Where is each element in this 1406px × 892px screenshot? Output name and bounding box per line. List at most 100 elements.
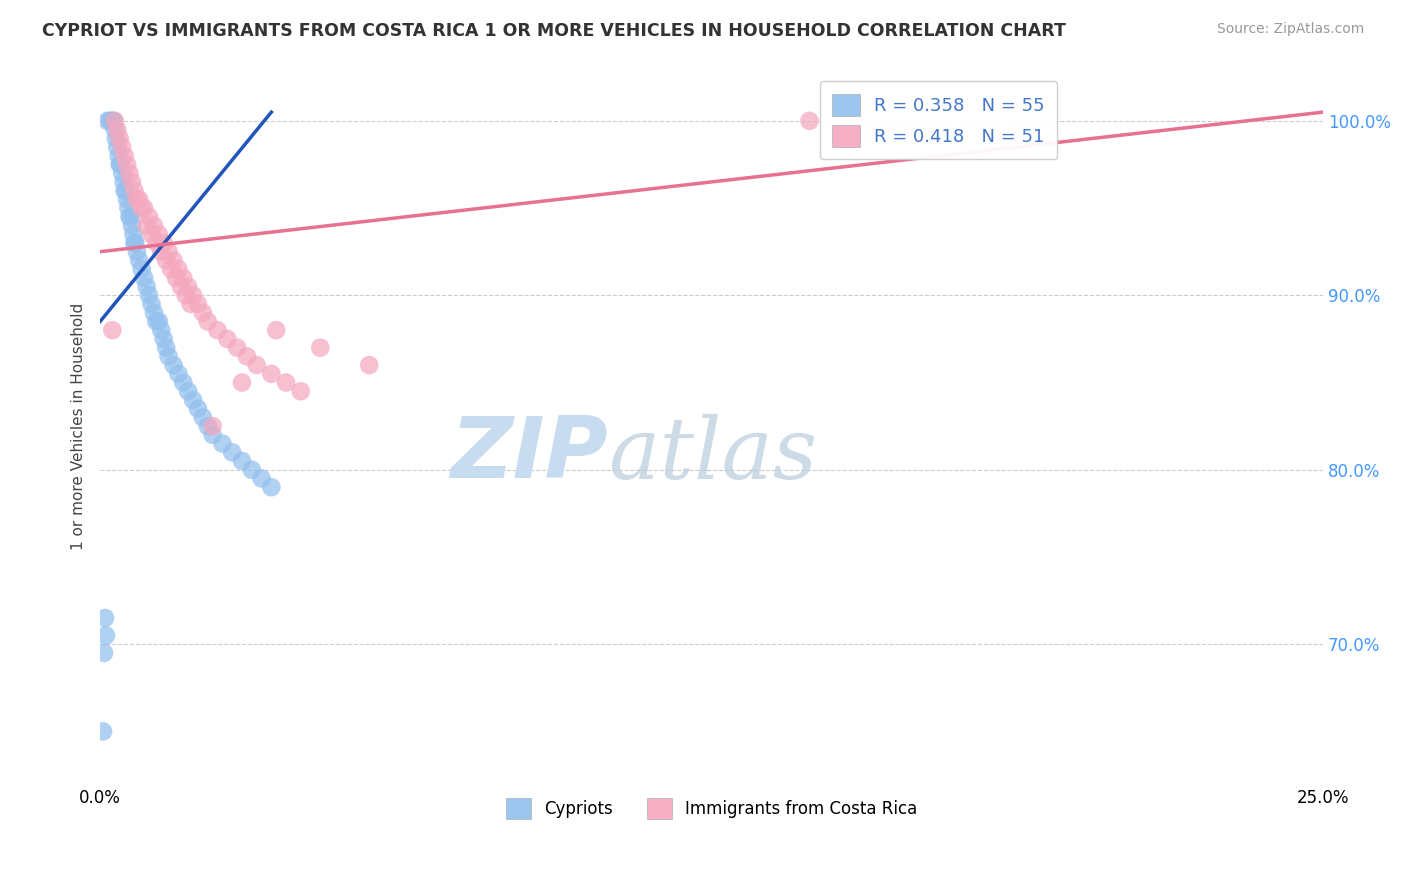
Point — [177, 279, 200, 293]
Point — [135, 279, 157, 293]
Point — [187, 297, 209, 311]
Point — [131, 201, 153, 215]
Point — [103, 113, 125, 128]
Point — [274, 376, 297, 390]
Point — [359, 358, 381, 372]
Point — [150, 244, 173, 259]
Point — [246, 358, 269, 372]
Point — [121, 175, 143, 189]
Y-axis label: 1 or more Vehicles in Household: 1 or more Vehicles in Household — [72, 302, 86, 549]
Point — [260, 367, 283, 381]
Point — [101, 323, 124, 337]
Point — [94, 611, 117, 625]
Point — [201, 427, 224, 442]
Point — [111, 166, 134, 180]
Point — [124, 235, 146, 250]
Point — [117, 201, 139, 215]
Point — [115, 157, 138, 171]
Point — [290, 384, 312, 399]
Point — [142, 219, 165, 233]
Point — [120, 210, 142, 224]
Point — [118, 166, 141, 180]
Point — [181, 288, 204, 302]
Point — [134, 270, 156, 285]
Point — [231, 454, 253, 468]
Point — [181, 392, 204, 407]
Point — [128, 253, 150, 268]
Point — [172, 376, 194, 390]
Legend: Cypriots, Immigrants from Costa Rica: Cypriots, Immigrants from Costa Rica — [499, 792, 924, 825]
Point — [309, 341, 332, 355]
Point — [115, 192, 138, 206]
Point — [108, 157, 131, 171]
Point — [260, 480, 283, 494]
Point — [160, 262, 183, 277]
Point — [150, 323, 173, 337]
Point — [157, 244, 180, 259]
Point — [141, 297, 163, 311]
Point — [107, 149, 129, 163]
Point — [177, 384, 200, 399]
Point — [174, 288, 197, 302]
Point — [191, 410, 214, 425]
Point — [167, 367, 190, 381]
Point — [201, 419, 224, 434]
Point — [162, 358, 184, 372]
Text: ZIP: ZIP — [450, 413, 607, 496]
Point — [250, 471, 273, 485]
Point — [98, 113, 121, 128]
Point — [122, 227, 145, 242]
Point — [128, 192, 150, 206]
Point — [167, 262, 190, 277]
Text: atlas: atlas — [607, 413, 817, 496]
Point — [105, 140, 128, 154]
Point — [165, 270, 187, 285]
Point — [105, 122, 128, 136]
Point — [148, 227, 170, 242]
Point — [187, 401, 209, 416]
Point — [226, 341, 249, 355]
Point — [236, 349, 259, 363]
Point — [131, 262, 153, 277]
Point — [114, 149, 136, 163]
Text: Source: ZipAtlas.com: Source: ZipAtlas.com — [1216, 22, 1364, 37]
Point — [162, 253, 184, 268]
Point — [124, 184, 146, 198]
Point — [94, 628, 117, 642]
Point — [148, 314, 170, 328]
Point — [155, 341, 177, 355]
Point — [104, 131, 127, 145]
Point — [104, 113, 127, 128]
Point — [110, 157, 132, 171]
Point — [152, 235, 174, 250]
Point — [145, 235, 167, 250]
Point — [170, 279, 193, 293]
Point — [155, 253, 177, 268]
Point — [197, 419, 219, 434]
Point — [231, 376, 253, 390]
Point — [118, 210, 141, 224]
Point — [134, 201, 156, 215]
Point — [101, 113, 124, 128]
Point — [111, 140, 134, 154]
Point — [180, 297, 202, 311]
Point — [114, 184, 136, 198]
Point — [152, 332, 174, 346]
Point — [191, 306, 214, 320]
Point — [114, 184, 136, 198]
Point — [91, 724, 114, 739]
Point — [93, 646, 115, 660]
Point — [264, 323, 287, 337]
Point — [221, 445, 243, 459]
Point — [125, 244, 148, 259]
Point — [125, 192, 148, 206]
Point — [138, 210, 160, 224]
Point — [217, 332, 239, 346]
Point — [108, 131, 131, 145]
Point — [112, 175, 135, 189]
Point — [138, 288, 160, 302]
Point — [121, 219, 143, 233]
Point — [172, 270, 194, 285]
Point — [141, 227, 163, 242]
Point — [157, 349, 180, 363]
